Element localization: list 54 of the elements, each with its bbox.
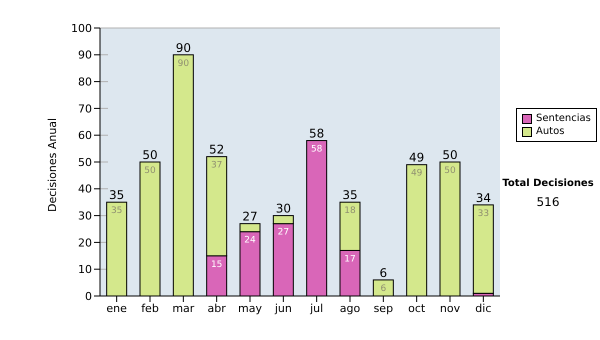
- legend-label: Autos: [536, 125, 564, 138]
- data-label: 50: [144, 166, 156, 176]
- total-label: 52: [209, 142, 224, 157]
- x-tick-label: feb: [141, 302, 159, 315]
- data-label: 35: [110, 206, 122, 216]
- x-tick-label: ene: [106, 302, 128, 315]
- y-tick-label: 40: [78, 182, 92, 196]
- total-label: 58: [309, 126, 324, 141]
- total-label: 30: [276, 202, 291, 216]
- x-tick-label: sep: [374, 302, 394, 315]
- y-tick-label: 10: [78, 263, 92, 276]
- x-tick-label: jun: [274, 302, 292, 315]
- y-tick-label: 60: [78, 129, 92, 142]
- y-tick-label: 0: [85, 290, 92, 303]
- y-axis-title: Decisiones Anual: [46, 118, 59, 212]
- x-tick-label: dic: [475, 302, 492, 315]
- x-tick-label: nov: [440, 302, 461, 315]
- data-label: 24: [244, 236, 256, 246]
- y-tick-label: 70: [78, 102, 92, 116]
- legend-label: Sentencias: [536, 112, 591, 125]
- total-label: 90: [176, 40, 191, 55]
- text: 516: [536, 195, 560, 209]
- y-tick-label: 20: [78, 236, 92, 250]
- data-label: 18: [344, 206, 356, 216]
- data-label: 15: [210, 260, 222, 270]
- total-label: 27: [242, 210, 258, 224]
- total-label: 50: [142, 148, 158, 162]
- total-label: 50: [442, 148, 458, 162]
- text: Total Decisiones: [502, 178, 594, 189]
- total-label: 34: [476, 190, 491, 205]
- x-tick-label: may: [238, 302, 262, 315]
- x-tick-label: mar: [172, 302, 195, 315]
- total-label: 6: [380, 266, 388, 280]
- x-tick-label: ago: [340, 302, 360, 315]
- x-tick-label: abr: [208, 302, 226, 315]
- data-label: 50: [444, 166, 456, 176]
- data-label: 58: [310, 144, 323, 155]
- total-label: 35: [342, 188, 358, 202]
- total-label: 35: [109, 188, 124, 202]
- data-label: 37: [210, 160, 222, 171]
- y-tick-label: 30: [78, 210, 92, 223]
- y-tick-label: 50: [78, 156, 92, 169]
- data-label: 6: [380, 284, 386, 294]
- x-tick-label: oct: [408, 302, 426, 315]
- y-tick-label: 100: [71, 22, 92, 35]
- data-label: 17: [344, 254, 356, 264]
- data-label: 90: [178, 58, 190, 69]
- data-label: 27: [278, 228, 290, 238]
- y-tick-label: 90: [78, 48, 92, 62]
- total-label: 49: [409, 150, 424, 165]
- data-label: 33: [478, 208, 490, 219]
- data-label: 49: [410, 168, 423, 179]
- y-tick-label: 80: [78, 76, 92, 89]
- x-tick-label: jul: [309, 302, 324, 315]
